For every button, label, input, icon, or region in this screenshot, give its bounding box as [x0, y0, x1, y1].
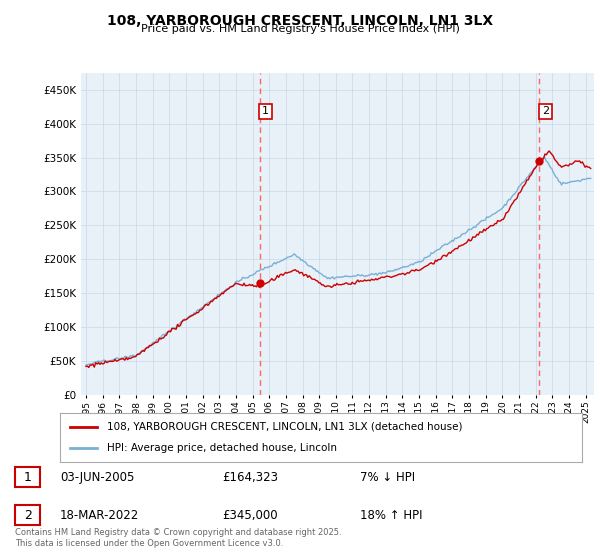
Text: 108, YARBOROUGH CRESCENT, LINCOLN, LN1 3LX (detached house): 108, YARBOROUGH CRESCENT, LINCOLN, LN1 3… [107, 422, 463, 432]
Text: 2: 2 [542, 106, 549, 116]
Text: Price paid vs. HM Land Registry's House Price Index (HPI): Price paid vs. HM Land Registry's House … [140, 24, 460, 34]
Text: £345,000: £345,000 [222, 508, 278, 522]
Text: 18% ↑ HPI: 18% ↑ HPI [360, 508, 422, 522]
Text: 2: 2 [23, 508, 32, 522]
Text: HPI: Average price, detached house, Lincoln: HPI: Average price, detached house, Linc… [107, 443, 337, 453]
Text: Contains HM Land Registry data © Crown copyright and database right 2025.
This d: Contains HM Land Registry data © Crown c… [15, 528, 341, 548]
Text: 7% ↓ HPI: 7% ↓ HPI [360, 470, 415, 484]
Text: 108, YARBOROUGH CRESCENT, LINCOLN, LN1 3LX: 108, YARBOROUGH CRESCENT, LINCOLN, LN1 3… [107, 14, 493, 28]
Text: £164,323: £164,323 [222, 470, 278, 484]
Text: 1: 1 [262, 106, 269, 116]
Text: 03-JUN-2005: 03-JUN-2005 [60, 470, 134, 484]
Text: 1: 1 [23, 470, 32, 484]
Text: 18-MAR-2022: 18-MAR-2022 [60, 508, 139, 522]
